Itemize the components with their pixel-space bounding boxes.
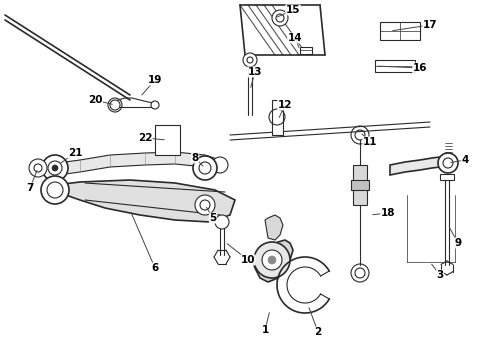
- Text: 5: 5: [209, 213, 217, 223]
- Polygon shape: [252, 240, 293, 282]
- Polygon shape: [58, 152, 220, 175]
- Polygon shape: [375, 60, 415, 72]
- Circle shape: [212, 157, 228, 173]
- Circle shape: [41, 176, 69, 204]
- Circle shape: [215, 215, 229, 229]
- Text: 4: 4: [461, 155, 469, 165]
- Circle shape: [29, 159, 47, 177]
- Text: 12: 12: [278, 100, 292, 110]
- Text: 22: 22: [138, 133, 152, 143]
- Polygon shape: [351, 180, 369, 190]
- Circle shape: [254, 242, 290, 278]
- Circle shape: [34, 164, 42, 172]
- Text: 19: 19: [148, 75, 162, 85]
- Text: 6: 6: [151, 263, 159, 273]
- Text: 13: 13: [248, 67, 262, 77]
- Text: 18: 18: [381, 208, 395, 218]
- Circle shape: [48, 161, 62, 175]
- Circle shape: [272, 10, 288, 26]
- Polygon shape: [440, 174, 454, 180]
- Polygon shape: [155, 125, 180, 155]
- Text: 14: 14: [288, 33, 302, 43]
- Circle shape: [247, 57, 253, 63]
- Circle shape: [276, 14, 284, 22]
- Polygon shape: [55, 180, 235, 222]
- Circle shape: [438, 153, 458, 173]
- Circle shape: [151, 101, 159, 109]
- Text: 8: 8: [192, 153, 198, 163]
- Polygon shape: [390, 157, 445, 175]
- Circle shape: [199, 162, 211, 174]
- Text: 7: 7: [26, 183, 34, 193]
- Polygon shape: [265, 215, 283, 240]
- Text: 10: 10: [241, 255, 255, 265]
- Text: 2: 2: [315, 327, 321, 337]
- Circle shape: [268, 256, 276, 264]
- Circle shape: [195, 195, 215, 215]
- Circle shape: [52, 165, 58, 171]
- Circle shape: [262, 250, 282, 270]
- Text: 9: 9: [454, 238, 462, 248]
- Circle shape: [243, 53, 257, 67]
- Circle shape: [110, 100, 120, 110]
- Circle shape: [47, 182, 63, 198]
- Circle shape: [200, 200, 210, 210]
- Polygon shape: [353, 165, 367, 205]
- Text: 11: 11: [363, 137, 377, 147]
- Text: 1: 1: [261, 325, 269, 335]
- Text: 3: 3: [437, 270, 443, 280]
- Text: 16: 16: [413, 63, 427, 73]
- Polygon shape: [380, 22, 420, 40]
- Polygon shape: [272, 100, 283, 135]
- Text: 15: 15: [286, 5, 300, 15]
- Text: 17: 17: [423, 20, 437, 30]
- Circle shape: [42, 155, 68, 181]
- Text: 20: 20: [88, 95, 102, 105]
- Circle shape: [443, 158, 453, 168]
- Polygon shape: [300, 47, 312, 54]
- Circle shape: [193, 156, 217, 180]
- Text: 21: 21: [68, 148, 82, 158]
